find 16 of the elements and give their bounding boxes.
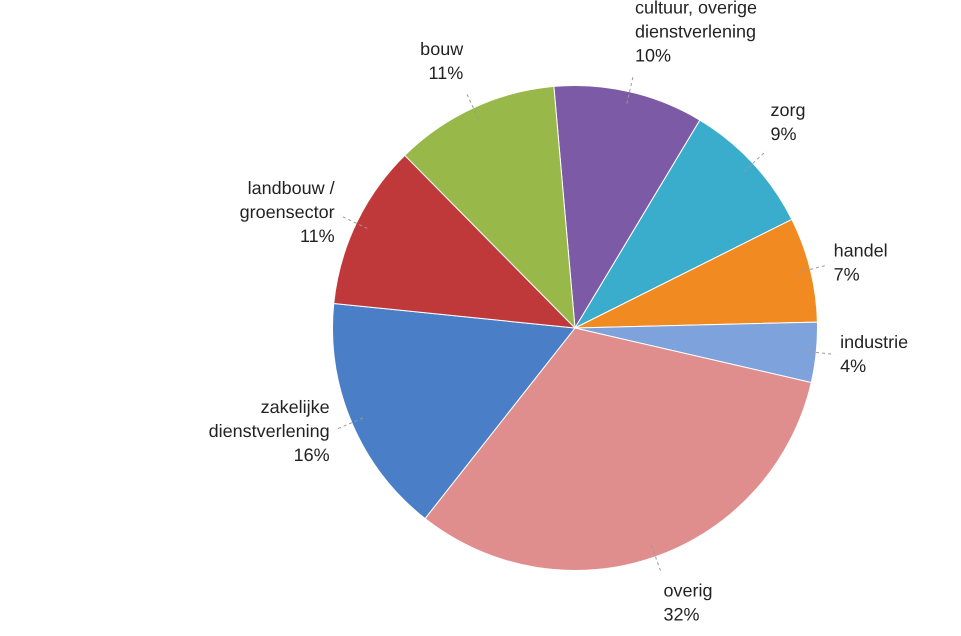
- slice-label: cultuur, overige dienstverlening: [634, 0, 758, 42]
- data-label: 7%: [834, 264, 860, 284]
- slice-label: overig: [664, 580, 713, 600]
- data-label: 32%: [664, 604, 700, 624]
- slice-label: zorg: [770, 100, 806, 120]
- data-label: 11%: [428, 63, 464, 84]
- slice-label: landbouw / groensector: [240, 178, 335, 222]
- slice-label: industrie: [840, 332, 908, 352]
- data-label: 4%: [840, 356, 866, 376]
- data-label: 9%: [770, 124, 797, 144]
- slice-label: zakelijke dienstverlening: [208, 397, 330, 442]
- data-label: 11%: [300, 226, 335, 246]
- slice-label: bouw: [420, 39, 464, 60]
- slice-label: handel: [834, 240, 888, 260]
- data-label: 16%: [294, 445, 330, 466]
- data-label: 10%: [634, 45, 671, 66]
